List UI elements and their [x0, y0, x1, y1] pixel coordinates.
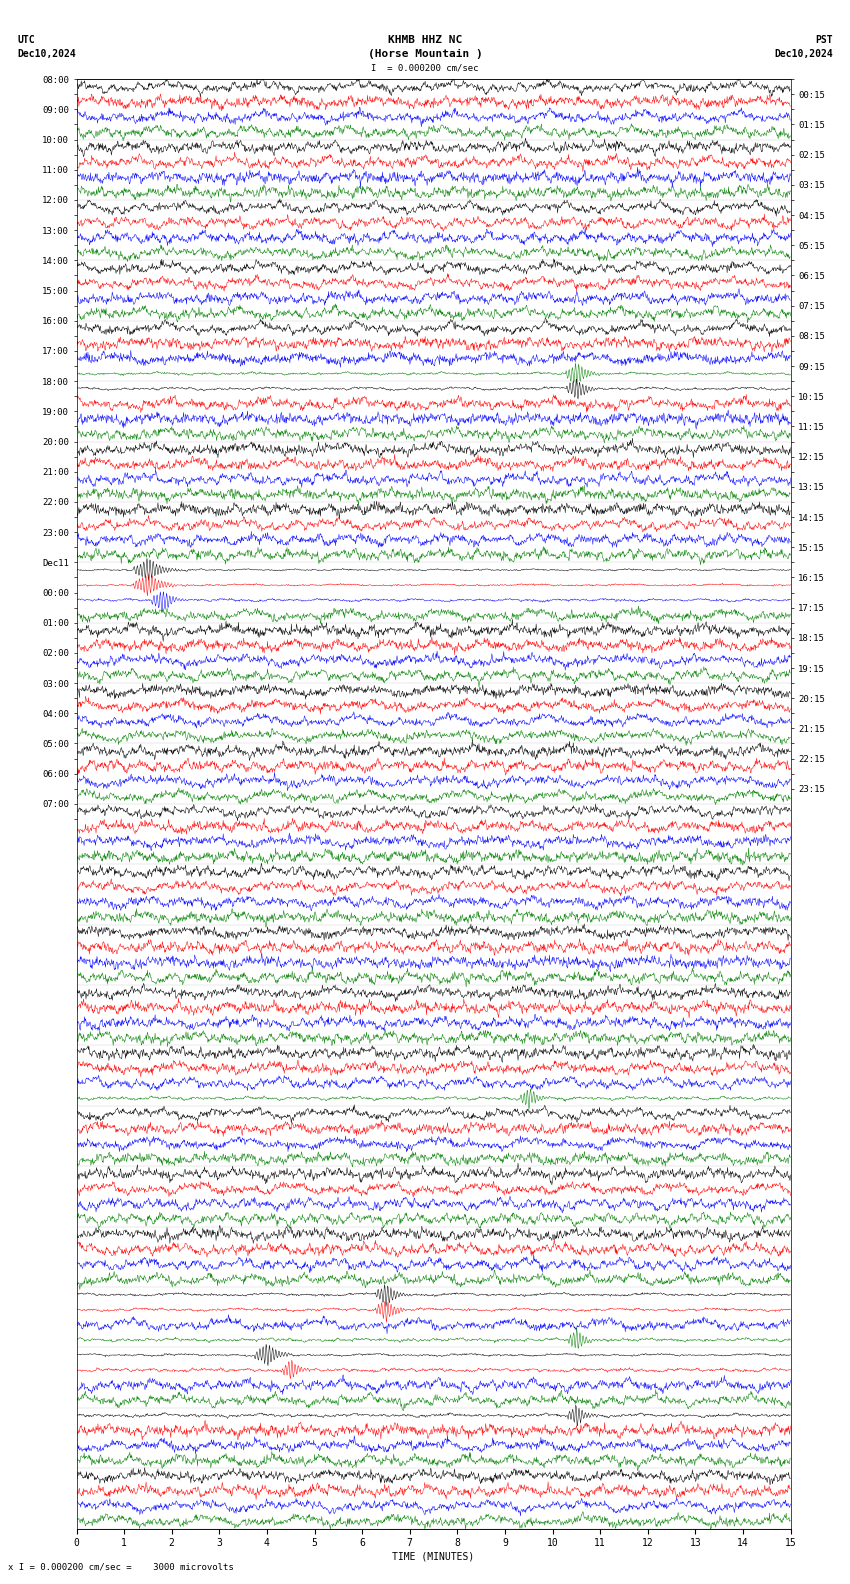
- Text: Dec10,2024: Dec10,2024: [774, 49, 833, 59]
- Text: x I = 0.000200 cm/sec =    3000 microvolts: x I = 0.000200 cm/sec = 3000 microvolts: [8, 1562, 235, 1571]
- X-axis label: TIME (MINUTES): TIME (MINUTES): [393, 1551, 474, 1562]
- Text: I  = 0.000200 cm/sec: I = 0.000200 cm/sec: [371, 63, 479, 73]
- Text: PST: PST: [815, 35, 833, 44]
- Text: Dec10,2024: Dec10,2024: [17, 49, 76, 59]
- Text: KHMB HHZ NC: KHMB HHZ NC: [388, 35, 462, 44]
- Text: (Horse Mountain ): (Horse Mountain ): [367, 49, 483, 59]
- Text: UTC: UTC: [17, 35, 35, 44]
